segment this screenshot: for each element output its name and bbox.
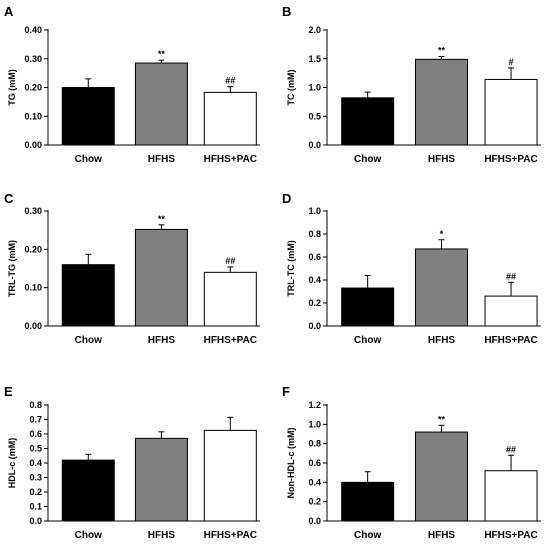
panel-c-category-label-0: Chow — [75, 335, 102, 346]
panel-e-ytick-label-1: 0.1 — [29, 502, 42, 512]
panel-a-ytick-label-2: 0.20 — [24, 83, 42, 93]
panel-e-ylabel: HDL-c (mM) — [7, 438, 17, 489]
panel-d-bar-0 — [341, 287, 395, 327]
panel-b-category-label-1: HFHS — [428, 154, 456, 165]
panel-b-ytick-label-4: 2.0 — [308, 25, 321, 35]
panel-b-bar-0 — [341, 97, 395, 146]
panel-f-category-label-1: HFHS — [428, 530, 456, 541]
panel-b-letter: B — [282, 4, 291, 19]
panel-a-annotation-2: ## — [225, 76, 235, 86]
panel-b-category-label-0: Chow — [354, 154, 381, 165]
panel-c-bar-1 — [134, 228, 188, 327]
panel-d-category-label-1: HFHS — [428, 335, 456, 346]
panel-b-annotation-2: # — [509, 57, 514, 67]
panel-c-ytick-label-0: 0.00 — [24, 321, 42, 331]
panel-e-ytick-label-2: 0.2 — [29, 487, 42, 497]
panel-a-ytick-label-3: 0.30 — [24, 54, 42, 64]
panel-c-ytick-label-2: 0.20 — [24, 244, 42, 254]
panel-f-ytick-label-0: 0.0 — [308, 516, 321, 526]
panel-f-bar-2 — [484, 470, 538, 522]
panel-d-category-label-2: HFHS+PAC — [484, 335, 537, 346]
panel-e-ytick-label-3: 0.3 — [29, 473, 42, 483]
panel-c-annotation-2: ## — [225, 256, 235, 266]
panel-e-category-label-0: Chow — [75, 530, 102, 541]
panel-e-ytick-label-0: 0.0 — [29, 516, 42, 526]
panel-d-ytick-label-3: 0.6 — [308, 252, 321, 262]
panel-a-bar-1 — [134, 62, 188, 146]
panel-d-ytick-label-0: 0.0 — [308, 321, 321, 331]
panel-b-ytick-label-0: 0.0 — [308, 140, 321, 150]
panel-a-category-label-0: Chow — [75, 154, 102, 165]
panel-d-annotation-1: * — [440, 229, 444, 239]
panel-d-ylabel: TRL-TC (mM) — [286, 240, 296, 296]
panel-c-category-label-1: HFHS — [148, 335, 176, 346]
panel-e-ytick-label-7: 0.7 — [29, 415, 42, 425]
panel-f-ytick-label-4: 0.8 — [308, 439, 321, 449]
panel-f-category-label-0: Chow — [354, 530, 381, 541]
panel-c-annotation-1: ** — [158, 214, 166, 224]
panel-e-ytick-label-4: 0.4 — [29, 458, 42, 468]
panel-b-ytick-label-1: 0.5 — [308, 111, 321, 121]
panel-b-ytick-label-2: 1.0 — [308, 83, 321, 93]
panel-f-annotation-1: ** — [438, 414, 446, 424]
panel-c-ytick-label-1: 0.10 — [24, 283, 42, 293]
panel-a-ylabel: TG (mM) — [7, 69, 17, 106]
panel-a-category-label-1: HFHS — [148, 154, 176, 165]
panel-d-ytick-label-1: 0.2 — [308, 298, 321, 308]
panel-e-ytick-label-5: 0.5 — [29, 444, 42, 454]
panel-f-letter: F — [282, 384, 290, 399]
panel-b-bar-1 — [414, 58, 468, 146]
panel-a-bar-2 — [203, 91, 257, 146]
panel-a-annotation-1: ** — [158, 49, 166, 59]
panel-b-bar-2 — [484, 78, 538, 146]
panel-a-category-label-2: HFHS+PAC — [204, 154, 257, 165]
panel-d-bar-2 — [484, 295, 538, 327]
panel-e-bar-2 — [203, 429, 257, 522]
panel-b-ytick-label-3: 1.5 — [308, 54, 321, 64]
panel-e-category-label-2: HFHS+PAC — [204, 530, 257, 541]
panel-f-ylabel: Non-HDL-c (mM) — [286, 428, 296, 499]
panel-b-category-label-2: HFHS+PAC — [484, 154, 537, 165]
panel-c-bar-2 — [203, 271, 257, 327]
panel-a-bar-0 — [61, 87, 115, 146]
panel-c-bar-0 — [61, 264, 115, 327]
panel-b-ylabel: TC (mM) — [286, 70, 296, 106]
panel-a-ytick-label-1: 0.10 — [24, 111, 42, 121]
panel-e-bar-0 — [61, 459, 115, 522]
panel-c-ylabel: TRL-TG (mM) — [7, 240, 17, 297]
panel-d-ytick-label-4: 0.8 — [308, 229, 321, 239]
panel-d-ytick-label-5: 1.0 — [308, 206, 321, 216]
panel-e-letter: E — [4, 384, 13, 399]
panel-a-letter: A — [4, 4, 14, 19]
panel-e-ytick-label-6: 0.6 — [29, 429, 42, 439]
panel-c-category-label-2: HFHS+PAC — [204, 335, 257, 346]
panel-f-ytick-label-5: 1.0 — [308, 419, 321, 429]
panel-e-bar-1 — [134, 437, 188, 522]
panel-c-letter: C — [4, 191, 14, 206]
panel-a-ytick-label-4: 0.40 — [24, 25, 42, 35]
panel-d-category-label-0: Chow — [354, 335, 381, 346]
panel-a-ytick-label-0: 0.00 — [24, 140, 42, 150]
panel-f-ytick-label-2: 0.4 — [308, 477, 321, 487]
panel-e-ytick-label-8: 0.8 — [29, 400, 42, 410]
panel-b-annotation-1: ** — [438, 45, 446, 55]
panel-f-ytick-label-3: 0.6 — [308, 458, 321, 468]
panel-f-annotation-2: ## — [506, 444, 516, 454]
panel-d-letter: D — [282, 191, 291, 206]
panel-f-category-label-2: HFHS+PAC — [484, 530, 537, 541]
panel-f-ytick-label-6: 1.2 — [308, 400, 321, 410]
panel-f-bar-1 — [414, 431, 468, 522]
panel-d-bar-1 — [414, 248, 468, 327]
panel-d-ytick-label-2: 0.4 — [308, 275, 321, 285]
panel-c-ytick-label-3: 0.30 — [24, 206, 42, 216]
panel-f-bar-0 — [341, 481, 395, 522]
panel-f-ytick-label-1: 0.2 — [308, 497, 321, 507]
panel-e-category-label-1: HFHS — [148, 530, 176, 541]
panel-d-annotation-2: ## — [506, 271, 516, 281]
